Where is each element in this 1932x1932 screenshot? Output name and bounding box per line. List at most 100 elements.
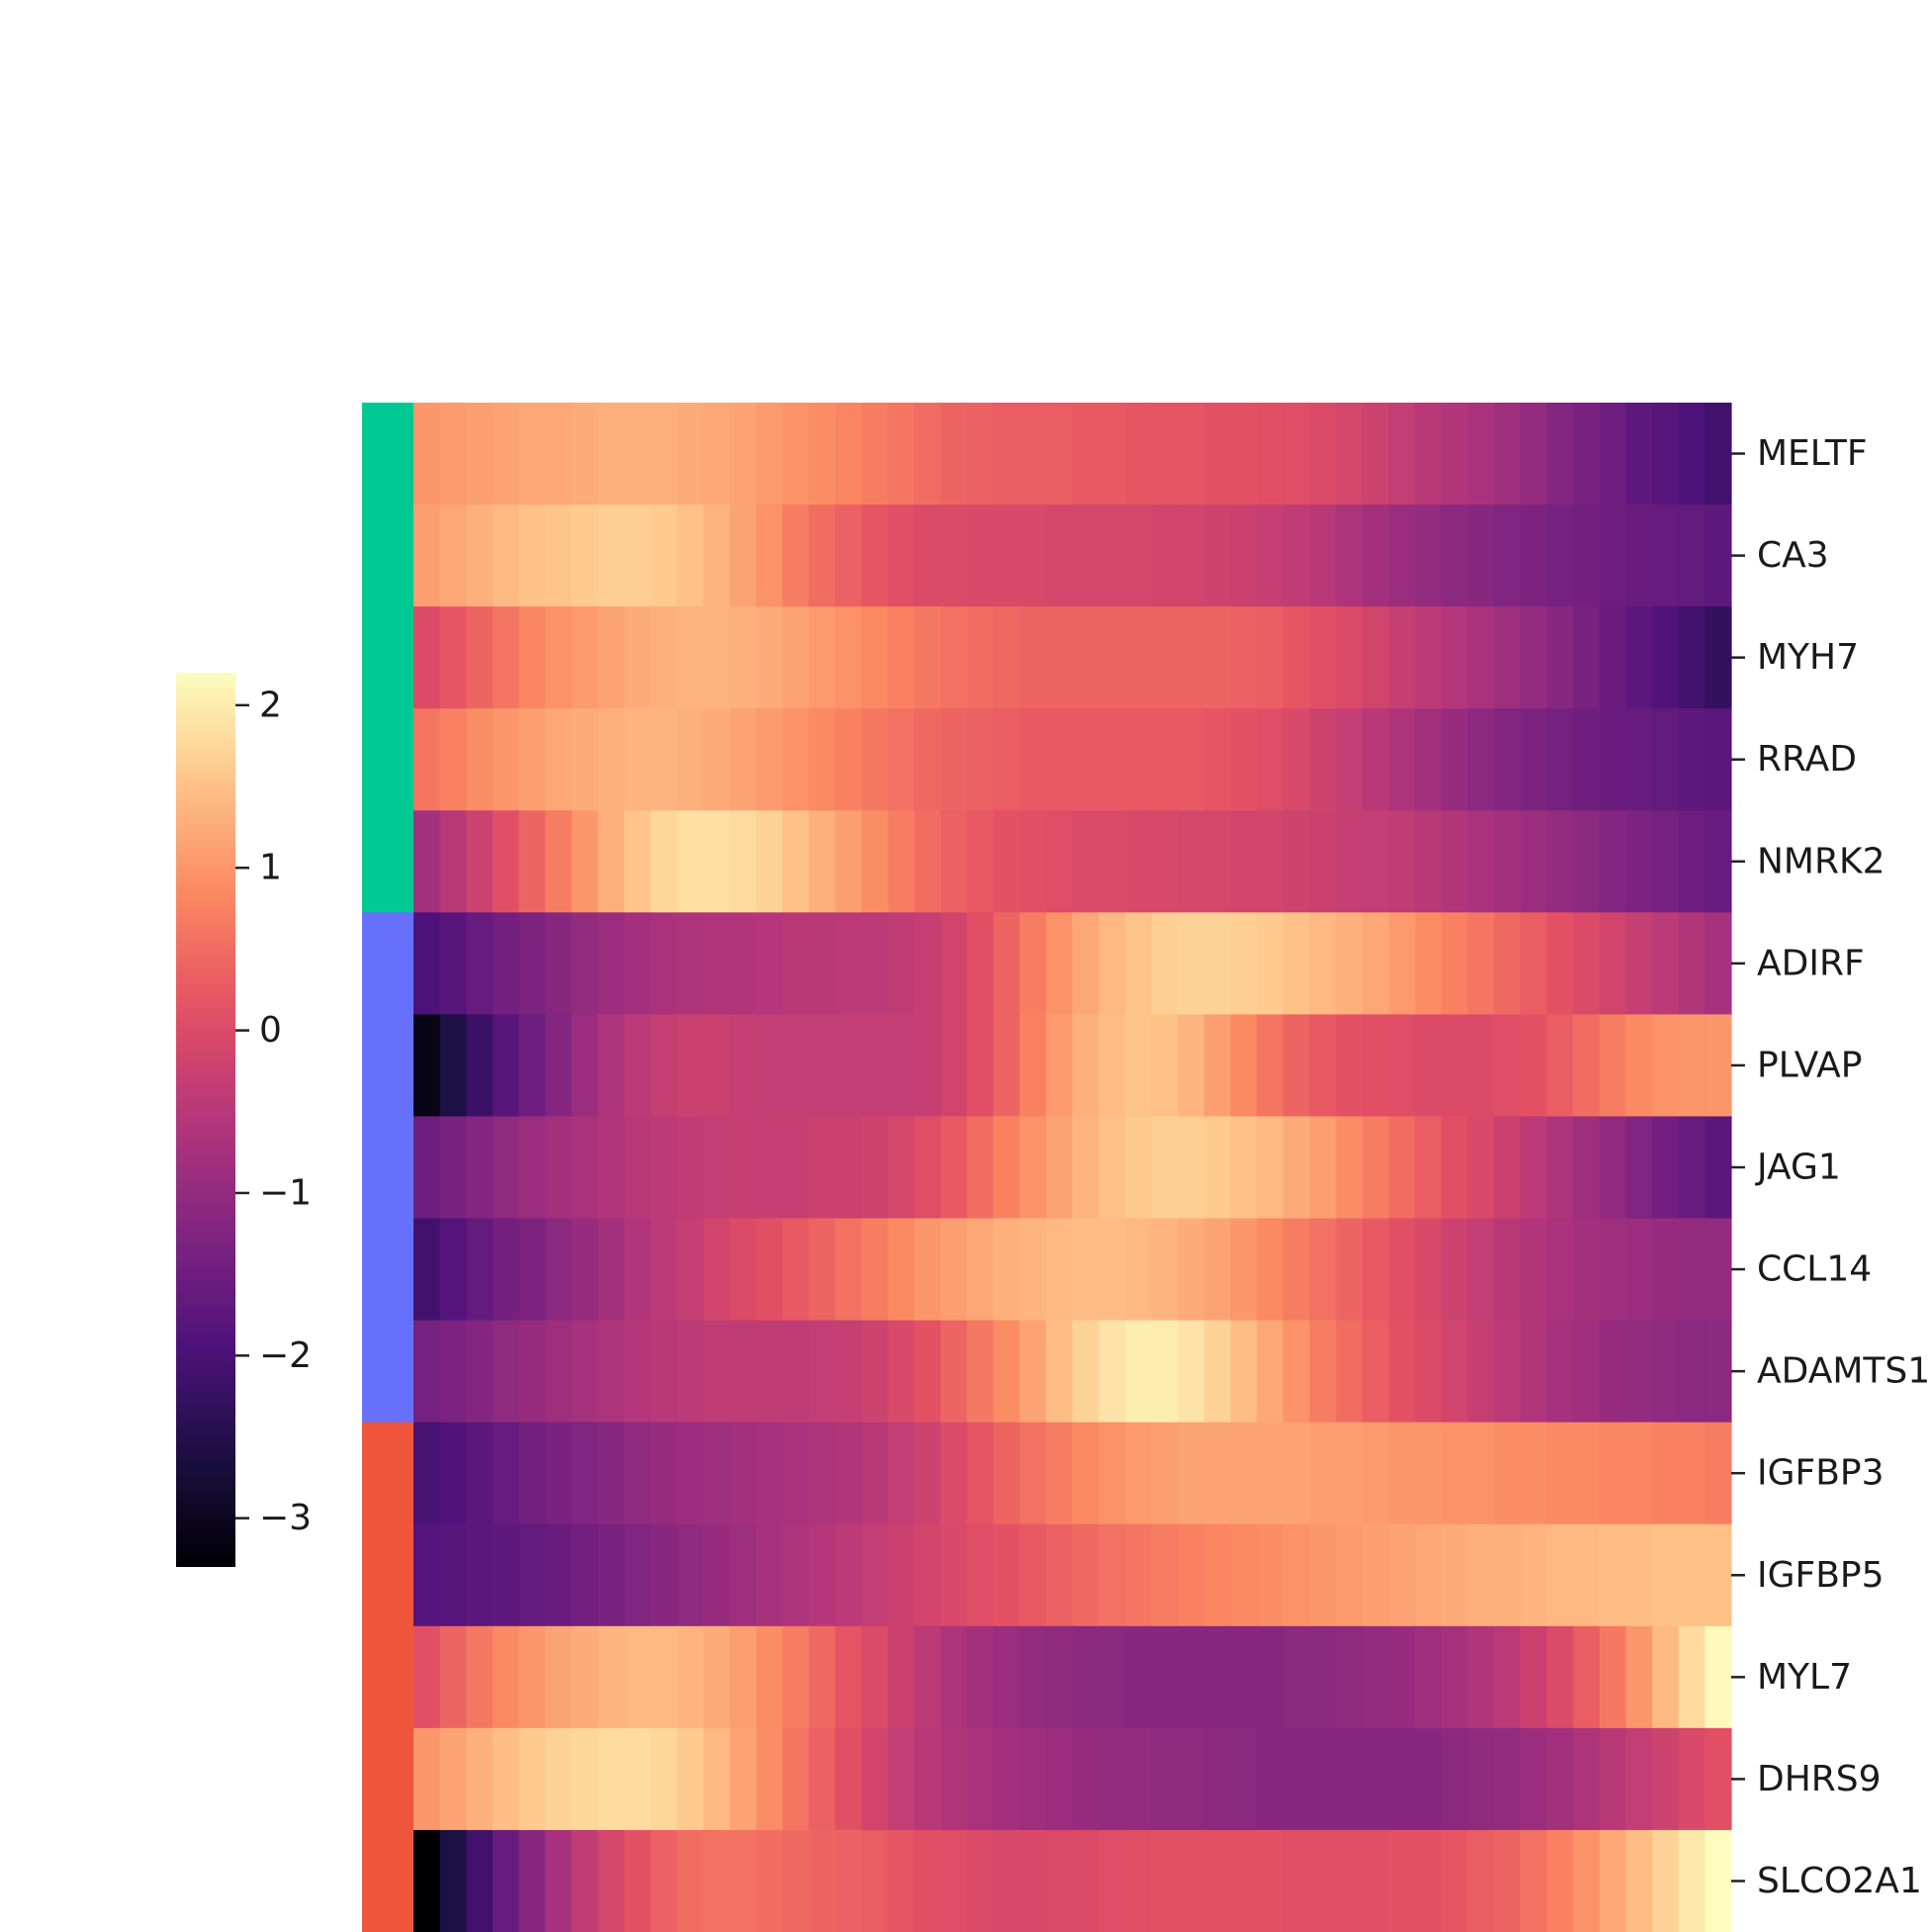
heatmap-cell — [1573, 1014, 1601, 1118]
heatmap-cell — [624, 606, 652, 709]
heatmap-cell — [756, 1829, 783, 1932]
heatmap-cell — [1573, 606, 1601, 709]
heatmap-cell — [940, 1014, 968, 1118]
heatmap-cell — [966, 912, 994, 1015]
heatmap-cell — [518, 1014, 546, 1118]
heatmap-cell — [782, 912, 810, 1015]
heatmap-cell — [1309, 912, 1336, 1015]
colorbar-tick-label: 2 — [259, 685, 282, 725]
heatmap-cell — [545, 1320, 573, 1424]
row-label: RRAD — [1757, 739, 1857, 780]
heatmap-cell — [1467, 606, 1495, 709]
heatmap-cell — [1678, 1523, 1705, 1627]
row-group-color-bar — [362, 403, 414, 913]
heatmap-cell — [1072, 403, 1100, 506]
heatmap-cell — [439, 1320, 467, 1424]
heatmap-cell — [1335, 1014, 1363, 1118]
heatmap-cell — [439, 1625, 467, 1729]
heatmap-cell — [1046, 1727, 1073, 1831]
heatmap-cell — [1335, 403, 1363, 506]
heatmap-cell — [650, 606, 678, 709]
heatmap-cell — [1230, 403, 1258, 506]
heatmap-cell — [914, 1523, 942, 1627]
heatmap-cell — [1625, 1727, 1653, 1831]
heatmap-cell — [1678, 1116, 1705, 1220]
heatmap-cell — [756, 1320, 783, 1424]
heatmap-cell — [414, 1218, 441, 1322]
heatmap-cell — [1177, 505, 1205, 607]
heatmap-cell — [1204, 1523, 1232, 1627]
heatmap-cell — [1625, 1218, 1653, 1322]
heatmap-cell — [1704, 1116, 1732, 1220]
row-label: IGFBP5 — [1757, 1555, 1885, 1596]
heatmap-cell — [1256, 1422, 1284, 1525]
heatmap-cell — [861, 1523, 889, 1627]
heatmap-cell — [1652, 708, 1680, 811]
heatmap-cell — [1440, 1218, 1469, 1322]
heatmap-cell — [1150, 1116, 1179, 1220]
heatmap-cell — [414, 1014, 441, 1118]
heatmap-cell — [1150, 708, 1179, 811]
heatmap-cell — [677, 1320, 704, 1424]
heatmap-cell — [1098, 1422, 1126, 1525]
heatmap-cell — [414, 708, 441, 811]
heatmap-cell — [1415, 403, 1442, 506]
heatmap-cell — [808, 912, 836, 1015]
heatmap-cell — [729, 1523, 757, 1627]
heatmap-cell — [677, 1218, 704, 1322]
heatmap-cell — [1283, 1422, 1311, 1525]
heatmap-cell — [1230, 1014, 1258, 1118]
heatmap-cell — [1519, 1320, 1548, 1424]
heatmap-cell — [1072, 1625, 1100, 1729]
heatmap-cell — [1335, 505, 1363, 607]
heatmap-cell — [835, 1116, 863, 1220]
heatmap-cell — [940, 1829, 968, 1932]
heatmap-cell — [1150, 1829, 1179, 1932]
heatmap-cell — [518, 1218, 546, 1322]
heatmap-cell — [703, 1218, 731, 1322]
heatmap-cell — [756, 1116, 783, 1220]
heatmap-cell — [1098, 912, 1126, 1015]
heatmap-cell — [1652, 1523, 1680, 1627]
heatmap-cell — [1177, 1014, 1205, 1118]
heatmap-cell — [808, 1320, 836, 1424]
heatmap-cell — [1573, 810, 1601, 913]
heatmap-cell — [756, 1422, 783, 1525]
heatmap-cell — [1599, 1116, 1627, 1220]
heatmap-cell — [1546, 1523, 1574, 1627]
heatmap-cell — [861, 606, 889, 709]
heatmap-cell — [1546, 1320, 1574, 1424]
heatmap-cell — [1678, 1727, 1705, 1831]
heatmap-cell — [1230, 1625, 1258, 1729]
heatmap-cell — [808, 810, 836, 913]
heatmap-cell — [1599, 403, 1627, 506]
heatmap-cell — [1335, 912, 1363, 1015]
heatmap-cell — [571, 1014, 599, 1118]
row-label: IGFBP3 — [1757, 1453, 1885, 1494]
heatmap-cell — [1283, 1625, 1311, 1729]
heatmap-cell — [1362, 1422, 1390, 1525]
heatmap-cell — [1573, 1727, 1601, 1831]
heatmap-cell — [624, 1422, 652, 1525]
heatmap-cell — [677, 1116, 704, 1220]
heatmap-cell — [1046, 1829, 1073, 1932]
heatmap-cell — [1573, 1829, 1601, 1932]
row-labels: MELTF CA3 MYH7 RRAD NMRK2 ADIRF PLVAP JAG1 CCL14… — [1731, 433, 1930, 1901]
heatmap-cell — [1573, 1523, 1601, 1627]
heatmap-cell — [914, 1320, 942, 1424]
heatmap-cell — [1177, 1727, 1205, 1831]
heatmap-cell — [914, 1422, 942, 1525]
heatmap-cell — [940, 1523, 968, 1627]
heatmap-cell — [835, 1727, 863, 1831]
heatmap-cell — [1415, 606, 1442, 709]
heatmap-cell — [677, 912, 704, 1015]
heatmap-cell — [1415, 1829, 1442, 1932]
heatmap-cell — [1440, 403, 1469, 506]
heatmap-cell — [887, 1014, 915, 1118]
heatmap-cell — [1652, 403, 1680, 506]
heatmap-cell — [1440, 1422, 1469, 1525]
heatmap-cell — [966, 1625, 994, 1729]
heatmap-cell — [1546, 1727, 1574, 1831]
heatmap-cell — [677, 1829, 704, 1932]
heatmap-cell — [1467, 1422, 1495, 1525]
